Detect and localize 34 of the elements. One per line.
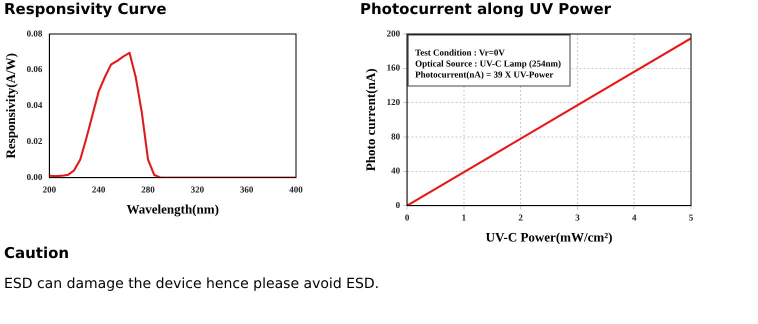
y-tick-label: 0 (396, 200, 401, 210)
x-tick-label: 240 (92, 184, 106, 194)
x-axis-title: UV-C Power(mW/cm²) (486, 230, 612, 245)
y-tick-label: 0.08 (26, 28, 43, 38)
y-tick-label: 160 (386, 62, 401, 73)
y-axis-title: Responsivity(A/W) (3, 53, 18, 159)
x-tick-label: 400 (289, 184, 304, 194)
x-tick-label: 3 (575, 212, 580, 222)
x-tick-label: 5 (688, 212, 694, 222)
y-axis-title: Photo current(nA) (363, 68, 378, 172)
y-tick-label: 40 (391, 166, 401, 176)
x-tick-label: 280 (141, 184, 156, 194)
y-tick-label: 0.02 (26, 136, 43, 146)
annotation: Photocurrent(nA) = 39 X UV-Power (415, 69, 554, 80)
x-tick-label: 0 (404, 212, 410, 222)
x-tick-label: 1 (462, 212, 467, 222)
chart-title: Photocurrent along UV Power (360, 0, 612, 18)
y-tick-label: 200 (386, 28, 401, 38)
x-tick-label: 320 (190, 184, 205, 194)
annotation: Test Condition : Vr=0V (415, 47, 506, 58)
y-tick-label: 0.00 (26, 172, 43, 182)
y-tick-label: 80 (391, 131, 401, 142)
y-tick-label: 0.06 (26, 64, 43, 74)
x-tick-label: 4 (632, 212, 637, 222)
x-tick-label: 2 (518, 212, 524, 222)
x-tick-label: 200 (42, 184, 57, 194)
y-tick-label: 120 (386, 96, 401, 107)
text: Caution (4, 244, 70, 262)
x-axis-title: Wavelength(nm) (126, 202, 219, 217)
text: ESD can damage the device hence please avoid ESD. (4, 276, 380, 292)
y-tick-label: 0.04 (26, 100, 43, 110)
chart-title: Responsivity Curve (4, 0, 167, 18)
x-tick-label: 360 (240, 184, 254, 194)
annotation: Optical Source : UV-C Lamp (254nm) (415, 58, 562, 68)
